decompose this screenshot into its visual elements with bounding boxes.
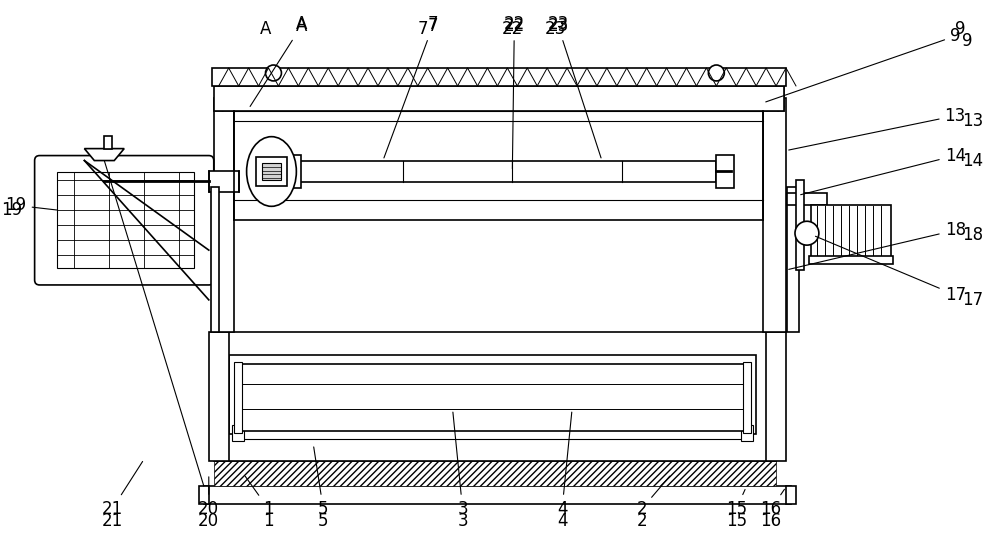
- Bar: [787, 194, 827, 205]
- Text: 3: 3: [457, 512, 468, 530]
- Text: A: A: [260, 20, 271, 38]
- Bar: [214, 86, 784, 111]
- Text: 9: 9: [955, 20, 966, 38]
- Text: 17: 17: [962, 291, 983, 309]
- Polygon shape: [104, 136, 112, 148]
- Ellipse shape: [247, 136, 296, 206]
- Bar: [212, 68, 786, 86]
- Text: 5: 5: [318, 512, 328, 530]
- Bar: [298, 161, 716, 183]
- FancyBboxPatch shape: [35, 156, 214, 285]
- Text: 4: 4: [557, 412, 572, 518]
- Text: 3: 3: [453, 412, 468, 518]
- Bar: [766, 332, 786, 461]
- Bar: [811, 205, 891, 260]
- Text: 20: 20: [198, 477, 219, 518]
- Bar: [199, 486, 209, 504]
- Text: A: A: [250, 17, 307, 107]
- Text: 7: 7: [384, 17, 438, 158]
- Polygon shape: [84, 148, 124, 161]
- Bar: [209, 170, 239, 192]
- Bar: [716, 155, 734, 189]
- Text: 7: 7: [427, 15, 438, 33]
- Circle shape: [708, 65, 724, 81]
- Text: 18: 18: [789, 221, 966, 270]
- Text: 14: 14: [962, 152, 983, 169]
- Text: 14: 14: [801, 146, 966, 195]
- Bar: [229, 355, 756, 434]
- Bar: [204, 486, 791, 504]
- Text: 15: 15: [726, 512, 747, 530]
- Text: 22: 22: [502, 20, 523, 38]
- Text: 17: 17: [815, 236, 966, 304]
- Text: 4: 4: [557, 512, 567, 530]
- Bar: [743, 361, 751, 433]
- Circle shape: [266, 65, 281, 81]
- Bar: [232, 425, 244, 441]
- Text: 16: 16: [761, 512, 782, 530]
- Bar: [763, 98, 786, 332]
- Text: 2: 2: [636, 512, 647, 530]
- Text: 1: 1: [245, 476, 274, 518]
- Bar: [262, 163, 281, 180]
- Text: 2: 2: [636, 476, 670, 518]
- Text: 18: 18: [962, 226, 983, 244]
- Bar: [256, 157, 287, 186]
- Text: 21: 21: [102, 512, 123, 530]
- Bar: [234, 361, 242, 433]
- Bar: [209, 332, 229, 461]
- Text: 22: 22: [504, 15, 525, 33]
- Circle shape: [795, 221, 819, 245]
- Text: A: A: [296, 15, 307, 33]
- Text: 20: 20: [198, 512, 219, 530]
- Bar: [214, 98, 234, 332]
- Bar: [214, 332, 776, 461]
- Text: 15: 15: [726, 490, 747, 518]
- Bar: [57, 173, 194, 268]
- Text: 9: 9: [766, 27, 960, 102]
- Bar: [214, 461, 776, 486]
- Text: 23: 23: [545, 20, 566, 38]
- Text: 1: 1: [263, 512, 274, 530]
- Text: 23: 23: [547, 15, 569, 33]
- Bar: [214, 86, 784, 111]
- Text: 19: 19: [2, 201, 23, 219]
- Text: 21: 21: [102, 461, 143, 518]
- Bar: [234, 427, 751, 439]
- Bar: [236, 364, 749, 431]
- Bar: [796, 180, 804, 270]
- Text: 22: 22: [504, 17, 525, 169]
- Text: 13: 13: [962, 112, 983, 130]
- Bar: [211, 188, 219, 332]
- Bar: [809, 256, 893, 264]
- Text: 7: 7: [418, 20, 428, 38]
- Bar: [283, 155, 301, 189]
- Text: 23: 23: [547, 17, 601, 158]
- Text: 19: 19: [6, 196, 57, 214]
- Text: 16: 16: [761, 490, 784, 518]
- Bar: [786, 486, 796, 504]
- Text: 9: 9: [962, 32, 973, 50]
- Bar: [741, 425, 753, 441]
- Text: 13: 13: [789, 107, 966, 150]
- Text: 5: 5: [314, 447, 328, 518]
- Bar: [787, 188, 799, 332]
- Bar: [234, 101, 763, 220]
